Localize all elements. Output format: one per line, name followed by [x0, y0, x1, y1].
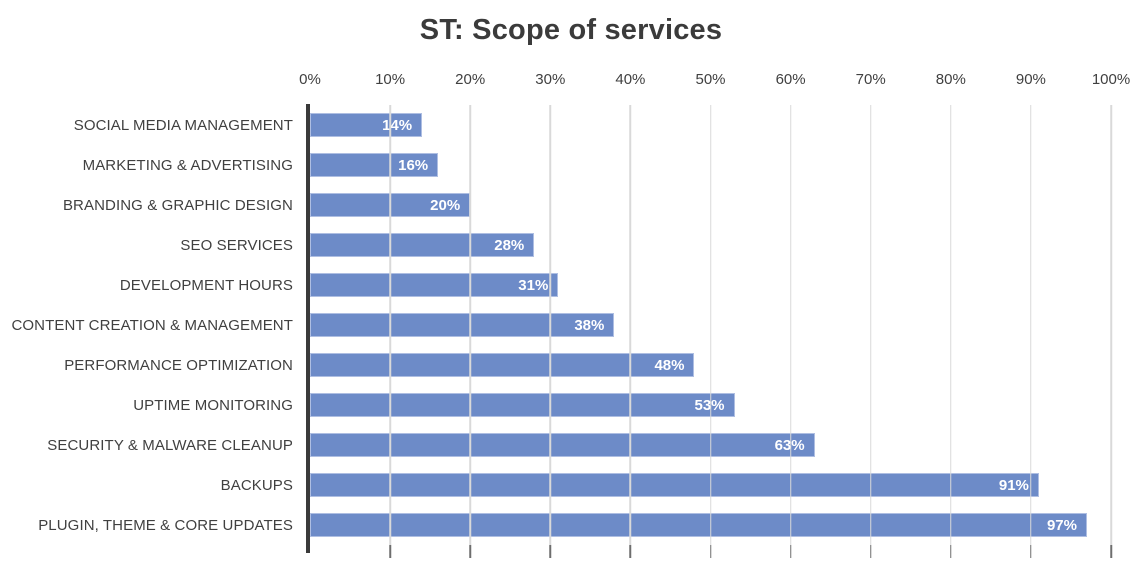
- category-label: SECURITY & MALWARE CLEANUP: [47, 436, 293, 454]
- axis-tick-mark: [389, 545, 391, 558]
- bar-value-label: 63%: [775, 437, 814, 454]
- x-axis-tick-label: 100%: [1091, 71, 1131, 88]
- gridline: [789, 105, 792, 545]
- gridline: [1030, 105, 1032, 545]
- bar: 63%: [310, 433, 815, 457]
- gridline: [1110, 105, 1112, 545]
- bar: 97%: [310, 513, 1087, 537]
- x-axis-tick-label: 70%: [855, 71, 886, 88]
- x-axis-tick-label: 80%: [935, 71, 966, 88]
- gridline: [869, 105, 872, 545]
- category-label: SEO SERVICES: [180, 236, 293, 254]
- category-label: PLUGIN, THEME & CORE UPDATES: [38, 516, 293, 534]
- x-axis-tick-label: 0%: [299, 71, 321, 88]
- axis-tick-mark: [549, 545, 552, 558]
- gridline: [629, 105, 632, 545]
- bar: 38%: [310, 313, 615, 337]
- bar: 31%: [310, 273, 559, 297]
- category-label: SOCIAL MEDIA MANAGEMENT: [73, 116, 293, 134]
- bar-row: 28%: [310, 225, 1111, 265]
- axis-tick-mark: [1030, 545, 1032, 558]
- chart-title: ST: Scope of services: [419, 14, 723, 46]
- category-axis-line: [306, 104, 310, 553]
- bar-value-label: 97%: [1046, 516, 1077, 534]
- bar: 16%: [310, 153, 439, 177]
- bar: 28%: [310, 233, 535, 257]
- axis-tick-mark: [1110, 545, 1112, 558]
- category-axis-labels: SOCIAL MEDIA MANAGEMENT MARKETING & ADVER…: [0, 105, 293, 545]
- bar-value-label: 53%: [694, 397, 733, 414]
- bar-value-label: 91%: [998, 476, 1029, 494]
- gridline: [389, 105, 391, 545]
- bar-value-label: 20%: [430, 196, 461, 214]
- bar: 48%: [310, 353, 695, 377]
- category-label: CONTENT CREATION & MANAGEMENT: [11, 316, 293, 334]
- gridline: [549, 105, 552, 545]
- axis-tick-mark: [709, 545, 712, 558]
- bar-value-label: 14%: [382, 116, 413, 134]
- plot-area: 14% 16% 20% 28% 31% 38% 48% 53% 63% 91% 97%: [310, 105, 1112, 558]
- axis-tick-mark: [869, 545, 872, 558]
- bar-value-label: 48%: [654, 356, 685, 374]
- gridline: [709, 105, 712, 545]
- bar-row: 38%: [310, 305, 1111, 345]
- x-axis-tick-label: 50%: [695, 71, 726, 88]
- bar-row: 31%: [310, 265, 1111, 305]
- category-label: PERFORMANCE OPTIMIZATION: [64, 356, 293, 374]
- bar-row: 63%: [310, 425, 1111, 465]
- bar-row: 97%: [310, 505, 1111, 545]
- x-axis-tick-label: 40%: [615, 71, 646, 88]
- bar: 53%: [310, 393, 735, 417]
- x-axis-tick-label: 60%: [775, 71, 806, 88]
- axis-tick-mark: [629, 545, 632, 558]
- bar-value-label: 16%: [398, 156, 429, 174]
- gridline: [950, 105, 952, 545]
- axis-tick-mark: [469, 545, 471, 558]
- bar-row: 53%: [310, 385, 1111, 425]
- category-label: BRANDING & GRAPHIC DESIGN: [62, 196, 293, 214]
- bar: 14%: [310, 113, 423, 137]
- axis-tick-mark: [789, 545, 792, 558]
- x-axis-tick-label: 20%: [455, 71, 486, 88]
- category-label: DEVELOPMENT HOURS: [119, 276, 293, 294]
- bar-value-label: 28%: [494, 236, 525, 254]
- bar: 91%: [310, 473, 1039, 497]
- x-axis-tick-label: 30%: [535, 71, 566, 88]
- bar-value-label: 38%: [574, 316, 605, 334]
- category-label: MARKETING & ADVERTISING: [82, 156, 293, 174]
- bar-value-label: 31%: [518, 276, 549, 294]
- category-label: BACKUPS: [220, 476, 293, 494]
- x-axis-tick-labels: 0% 10% 20% 30% 40% 50% 60% 70% 80% 90% 100%: [299, 70, 1130, 90]
- axis-tick-mark: [950, 545, 952, 558]
- bar-row: 91%: [310, 465, 1111, 505]
- gridline: [469, 105, 471, 545]
- bar-row: 16%: [310, 145, 1111, 185]
- category-label: UPTIME MONITORING: [133, 396, 293, 414]
- x-axis-tick-label: 10%: [375, 71, 406, 88]
- x-axis-tick-label: 90%: [1015, 71, 1046, 88]
